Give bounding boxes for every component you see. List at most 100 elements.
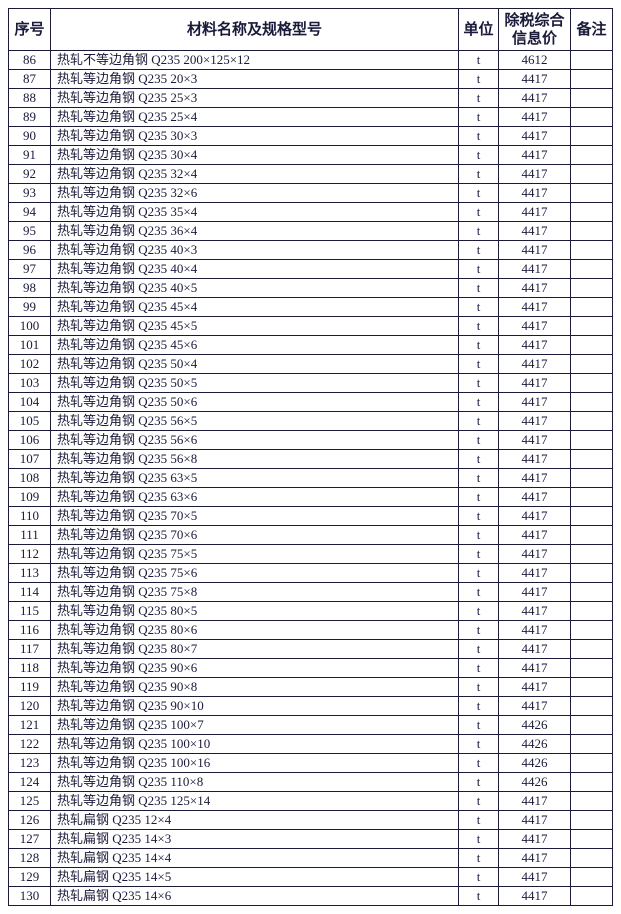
cell-price: 4417 [499, 165, 571, 184]
cell-note [571, 564, 613, 583]
cell-name: 热轧扁钢 Q235 14×4 [51, 849, 459, 868]
cell-price: 4417 [499, 640, 571, 659]
cell-name: 热轧等边角钢 Q235 50×4 [51, 355, 459, 374]
table-row: 103热轧等边角钢 Q235 50×5t4417 [9, 374, 613, 393]
cell-price: 4417 [499, 393, 571, 412]
table-row: 94热轧等边角钢 Q235 35×4t4417 [9, 203, 613, 222]
cell-seq: 87 [9, 70, 51, 89]
cell-seq: 113 [9, 564, 51, 583]
cell-price: 4417 [499, 336, 571, 355]
cell-seq: 112 [9, 545, 51, 564]
cell-note [571, 355, 613, 374]
cell-seq: 104 [9, 393, 51, 412]
table-row: 87热轧等边角钢 Q235 20×3t4417 [9, 70, 613, 89]
cell-name: 热轧等边角钢 Q235 100×7 [51, 716, 459, 735]
cell-note [571, 830, 613, 849]
cell-seq: 105 [9, 412, 51, 431]
table-row: 122热轧等边角钢 Q235 100×10t4426 [9, 735, 613, 754]
cell-seq: 101 [9, 336, 51, 355]
cell-name: 热轧扁钢 Q235 14×6 [51, 887, 459, 906]
table-row: 99热轧等边角钢 Q235 45×4t4417 [9, 298, 613, 317]
cell-note [571, 583, 613, 602]
cell-unit: t [459, 374, 499, 393]
cell-name: 热轧等边角钢 Q235 90×8 [51, 678, 459, 697]
cell-name: 热轧等边角钢 Q235 50×5 [51, 374, 459, 393]
col-header-price: 除税综合信息价 [499, 9, 571, 51]
cell-name: 热轧扁钢 Q235 12×4 [51, 811, 459, 830]
table-row: 128热轧扁钢 Q235 14×4t4417 [9, 849, 613, 868]
cell-name: 热轧不等边角钢 Q235 200×125×12 [51, 51, 459, 70]
cell-seq: 93 [9, 184, 51, 203]
cell-seq: 111 [9, 526, 51, 545]
cell-seq: 109 [9, 488, 51, 507]
cell-name: 热轧等边角钢 Q235 20×3 [51, 70, 459, 89]
cell-note [571, 526, 613, 545]
cell-seq: 120 [9, 697, 51, 716]
cell-price: 4417 [499, 792, 571, 811]
cell-unit: t [459, 89, 499, 108]
materials-table: 序号材料名称及规格型号单位除税综合信息价备注 86热轧不等边角钢 Q235 20… [8, 8, 613, 906]
cell-seq: 118 [9, 659, 51, 678]
cell-unit: t [459, 697, 499, 716]
cell-price: 4417 [499, 70, 571, 89]
cell-seq: 92 [9, 165, 51, 184]
cell-price: 4417 [499, 488, 571, 507]
cell-price: 4417 [499, 868, 571, 887]
table-row: 108热轧等边角钢 Q235 63×5t4417 [9, 469, 613, 488]
cell-note [571, 146, 613, 165]
cell-unit: t [459, 450, 499, 469]
cell-price: 4417 [499, 469, 571, 488]
cell-unit: t [459, 602, 499, 621]
cell-name: 热轧等边角钢 Q235 125×14 [51, 792, 459, 811]
table-row: 88热轧等边角钢 Q235 25×3t4417 [9, 89, 613, 108]
table-row: 90热轧等边角钢 Q235 30×3t4417 [9, 127, 613, 146]
cell-price: 4417 [499, 431, 571, 450]
cell-price: 4417 [499, 526, 571, 545]
cell-seq: 117 [9, 640, 51, 659]
cell-seq: 130 [9, 887, 51, 906]
cell-seq: 106 [9, 431, 51, 450]
cell-note [571, 792, 613, 811]
cell-price: 4417 [499, 241, 571, 260]
cell-price: 4417 [499, 374, 571, 393]
cell-unit: t [459, 811, 499, 830]
cell-seq: 88 [9, 89, 51, 108]
cell-unit: t [459, 716, 499, 735]
cell-note [571, 659, 613, 678]
cell-price: 4417 [499, 203, 571, 222]
cell-price: 4417 [499, 602, 571, 621]
cell-price: 4417 [499, 450, 571, 469]
table-row: 111热轧等边角钢 Q235 70×6t4417 [9, 526, 613, 545]
cell-unit: t [459, 165, 499, 184]
cell-unit: t [459, 222, 499, 241]
cell-note [571, 602, 613, 621]
cell-unit: t [459, 526, 499, 545]
cell-note [571, 184, 613, 203]
table-row: 102热轧等边角钢 Q235 50×4t4417 [9, 355, 613, 374]
cell-unit: t [459, 203, 499, 222]
table-row: 125热轧等边角钢 Q235 125×14t4417 [9, 792, 613, 811]
cell-unit: t [459, 792, 499, 811]
cell-unit: t [459, 659, 499, 678]
cell-name: 热轧等边角钢 Q235 70×5 [51, 507, 459, 526]
cell-note [571, 640, 613, 659]
table-row: 100热轧等边角钢 Q235 45×5t4417 [9, 317, 613, 336]
cell-note [571, 811, 613, 830]
cell-seq: 97 [9, 260, 51, 279]
cell-unit: t [459, 355, 499, 374]
table-row: 119热轧等边角钢 Q235 90×8t4417 [9, 678, 613, 697]
cell-seq: 94 [9, 203, 51, 222]
cell-note [571, 469, 613, 488]
cell-seq: 116 [9, 621, 51, 640]
col-header-name: 材料名称及规格型号 [51, 9, 459, 51]
cell-seq: 99 [9, 298, 51, 317]
col-header-note: 备注 [571, 9, 613, 51]
cell-seq: 108 [9, 469, 51, 488]
cell-name: 热轧等边角钢 Q235 25×4 [51, 108, 459, 127]
table-row: 86热轧不等边角钢 Q235 200×125×12t4612 [9, 51, 613, 70]
cell-price: 4417 [499, 887, 571, 906]
cell-price: 4417 [499, 697, 571, 716]
cell-price: 4426 [499, 735, 571, 754]
cell-name: 热轧等边角钢 Q235 110×8 [51, 773, 459, 792]
cell-seq: 121 [9, 716, 51, 735]
